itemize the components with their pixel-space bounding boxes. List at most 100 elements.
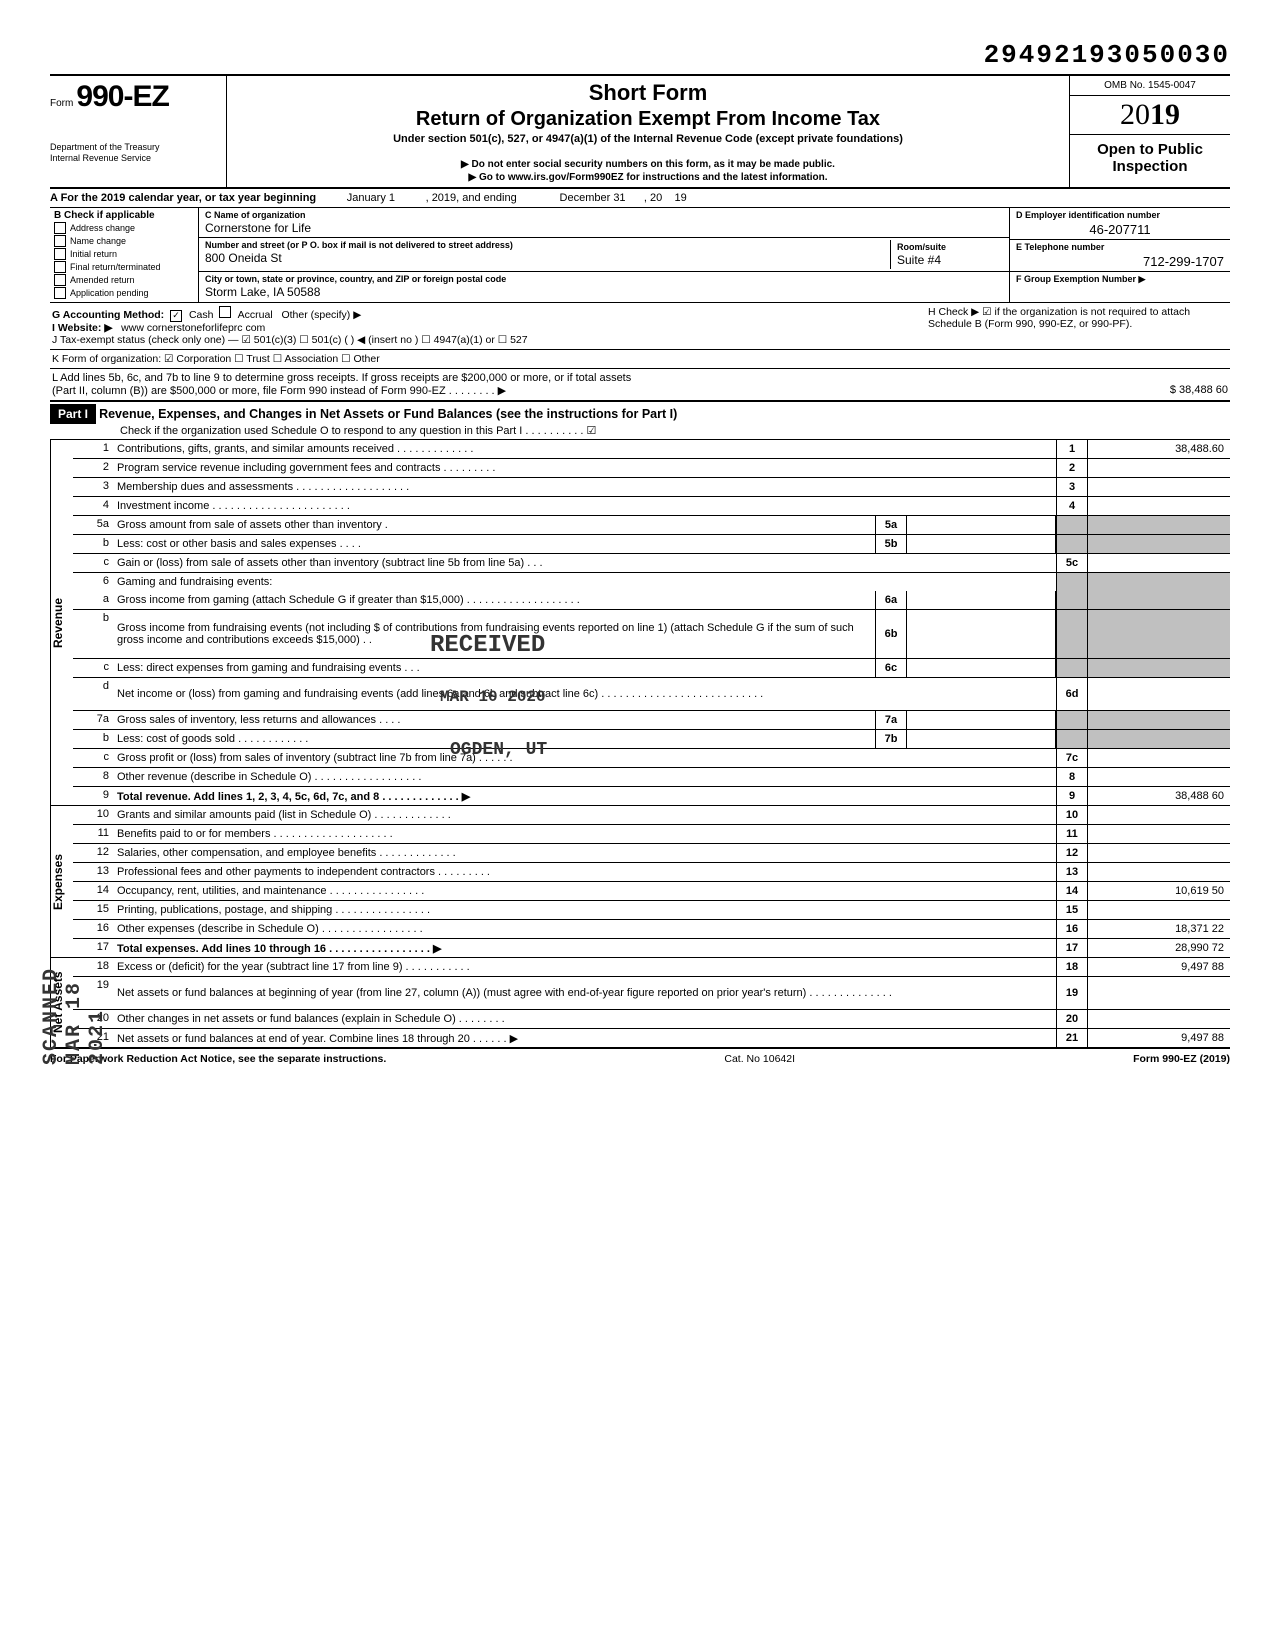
ln6a-num: a (73, 591, 113, 609)
ln7c-rv (1087, 749, 1230, 767)
ln6b-rn-s (1056, 610, 1087, 658)
ln5b-rn (1056, 535, 1087, 553)
netassets-section: Net Assets 18Excess or (deficit) for the… (50, 958, 1230, 1049)
room-label: Room/suite (897, 242, 946, 252)
ln6a-desc: Gross income from gaming (attach Schedul… (113, 591, 875, 609)
row-a-end: December 31 (560, 192, 626, 204)
ln4-desc: Investment income . . . . . . . . . . . … (113, 497, 1056, 515)
ln6b-num: b (73, 610, 113, 658)
ln6b-rv-s (1087, 610, 1230, 658)
tel: 712-299-1707 (1016, 254, 1224, 269)
ln16-desc: Other expenses (describe in Schedule O) … (113, 920, 1056, 938)
street-label: Number and street (or P O. box if mail i… (205, 240, 890, 250)
col-b-header: B Check if applicable (54, 210, 194, 221)
ln7b-mv (907, 730, 1056, 748)
ln5a-rv (1087, 516, 1230, 534)
cb-application-pending[interactable] (54, 287, 66, 299)
ln5b-mv (907, 535, 1056, 553)
ln13-rn: 13 (1056, 863, 1087, 881)
form-header: Form 990-EZ Department of the Treasury I… (50, 74, 1230, 189)
ln15-desc: Printing, publications, postage, and shi… (113, 901, 1056, 919)
lbl-initial-return: Initial return (70, 249, 117, 259)
ln13-desc: Professional fees and other payments to … (113, 863, 1056, 881)
ln2-rv (1087, 459, 1230, 477)
ln5a-mn: 5a (875, 516, 907, 534)
cb-address-change[interactable] (54, 222, 66, 234)
ln7c-desc: Gross profit or (loss) from sales of inv… (113, 749, 1056, 767)
ln12-rv (1087, 844, 1230, 862)
ln19-rv (1087, 977, 1230, 1009)
ln5a-num: 5a (73, 516, 113, 534)
ln7c-num: c (73, 749, 113, 767)
cb-amended-return[interactable] (54, 274, 66, 286)
ln20-num: 20 (73, 1010, 113, 1028)
tel-label: E Telephone number (1016, 242, 1104, 252)
footer-mid: Cat. No 10642I (724, 1053, 795, 1065)
ln18-num: 18 (73, 958, 113, 976)
ln14-rn: 14 (1056, 882, 1087, 900)
ln3-rn: 3 (1056, 478, 1087, 496)
row-a-tax-year: A For the 2019 calendar year, or tax yea… (50, 189, 1230, 208)
group-label: F Group Exemption Number ▶ (1016, 274, 1145, 284)
omb-number: OMB No. 1545-0047 (1070, 76, 1230, 96)
ln6a-rn-s (1056, 591, 1087, 609)
ln11-desc: Benefits paid to or for members . . . . … (113, 825, 1056, 843)
ln21-rn: 21 (1056, 1029, 1087, 1047)
instruction-1: ▶ Do not enter social security numbers o… (237, 159, 1059, 170)
ln15-rv (1087, 901, 1230, 919)
ln11-num: 11 (73, 825, 113, 843)
ln6a-rv-s (1087, 591, 1230, 609)
ln6a-mv (907, 591, 1056, 609)
ln8-rn: 8 (1056, 768, 1087, 786)
ln6a-mn: 6a (875, 591, 907, 609)
ln5b-rv (1087, 535, 1230, 553)
open-to-public: Open to Public Inspection (1070, 135, 1230, 181)
row-l-amount: $ 38,488 60 (1170, 384, 1228, 397)
ln4-num: 4 (73, 497, 113, 515)
cb-name-change[interactable] (54, 235, 66, 247)
document-locator-number: 29492193050030 (50, 40, 1230, 70)
lbl-other-method: Other (specify) ▶ (281, 309, 361, 321)
ln5b-mn: 5b (875, 535, 907, 553)
ln17-rv: 28,990 72 (1087, 939, 1230, 957)
ln7a-mv (907, 711, 1056, 729)
ln12-num: 12 (73, 844, 113, 862)
footer-right: Form 990-EZ (2019) (1133, 1053, 1230, 1065)
part1-tag: Part I (50, 404, 96, 424)
ln1-num: 1 (73, 440, 113, 458)
expenses-section: Expenses 10Grants and similar amounts pa… (50, 806, 1230, 958)
cb-initial-return[interactable] (54, 248, 66, 260)
ln18-rv: 9,497 88 (1087, 958, 1230, 976)
ln9-desc: Total revenue. Add lines 1, 2, 3, 4, 5c,… (113, 787, 1056, 805)
cb-final-return[interactable] (54, 261, 66, 273)
part1-title: Revenue, Expenses, and Changes in Net As… (99, 407, 677, 421)
ln12-desc: Salaries, other compensation, and employ… (113, 844, 1056, 862)
row-g-label: G Accounting Method: (52, 309, 164, 321)
ln5a-rn (1056, 516, 1087, 534)
ln13-num: 13 (73, 863, 113, 881)
ln1-rn: 1 (1056, 440, 1087, 458)
ln6-desc: Gaming and fundraising events: (113, 573, 1056, 591)
ln5b-desc: Less: cost or other basis and sales expe… (113, 535, 875, 553)
cb-cash[interactable]: ✓ (170, 310, 182, 322)
row-a-yrval: 19 (675, 192, 687, 204)
ln7b-desc: Less: cost of goods sold . . . . . . . .… (113, 730, 875, 748)
part1-check: Check if the organization used Schedule … (50, 424, 1230, 437)
part1-header-row: Part I Revenue, Expenses, and Changes in… (50, 402, 1230, 440)
ln6b-mv (907, 610, 1056, 658)
lbl-final-return: Final return/terminated (70, 262, 161, 272)
city-label: City or town, state or province, country… (205, 274, 1003, 284)
ln7a-num: 7a (73, 711, 113, 729)
ln6c-mv (907, 659, 1056, 677)
instruction-2: ▶ Go to www.irs.gov/Form990EZ for instru… (237, 172, 1059, 183)
ln3-rv (1087, 478, 1230, 496)
ln5b-num: b (73, 535, 113, 553)
city: Storm Lake, IA 50588 (205, 285, 1003, 299)
year-prefix: 20 (1120, 98, 1150, 131)
ln21-rv: 9,497 88 (1087, 1029, 1230, 1047)
ln16-rv: 18,371 22 (1087, 920, 1230, 938)
ln15-rn: 15 (1056, 901, 1087, 919)
cb-accrual[interactable] (219, 306, 231, 318)
ln21-desc: Net assets or fund balances at end of ye… (113, 1029, 1056, 1047)
ln16-num: 16 (73, 920, 113, 938)
